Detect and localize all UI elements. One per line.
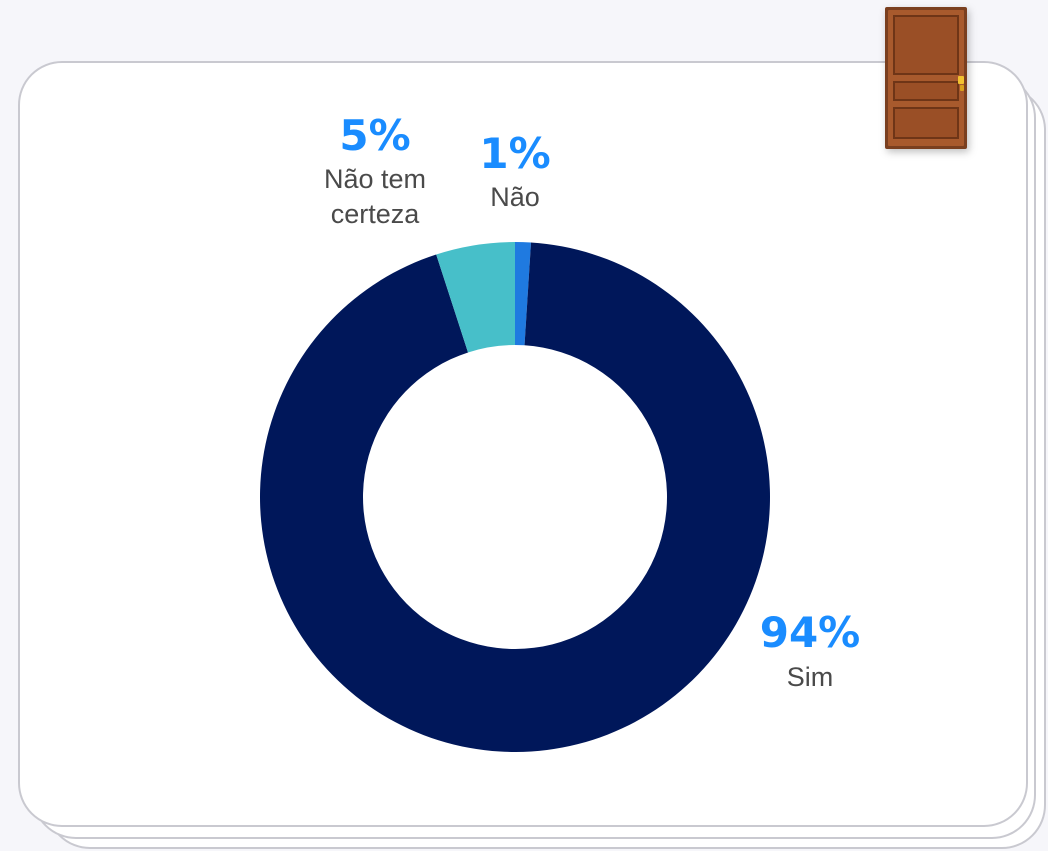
slice-category-label: Não tem xyxy=(324,164,426,194)
donut-labels: 1% Não 94% Sim 5% Não tem certeza xyxy=(324,111,860,692)
donut-slices xyxy=(260,242,770,753)
donut-slice-2 xyxy=(436,242,515,353)
donut-slice-0 xyxy=(515,242,532,346)
slice-value-label: 5% xyxy=(339,111,410,160)
slice-value-label: 1% xyxy=(479,129,550,178)
donut-slice-1 xyxy=(260,242,770,753)
slice-value-label: 94% xyxy=(760,608,861,657)
slice-category-label: Sim xyxy=(787,662,834,692)
door-icon xyxy=(885,7,967,149)
slice-category-label: Não xyxy=(490,182,540,212)
chart-card xyxy=(18,61,1028,827)
slice-category-label: certeza xyxy=(331,199,421,229)
